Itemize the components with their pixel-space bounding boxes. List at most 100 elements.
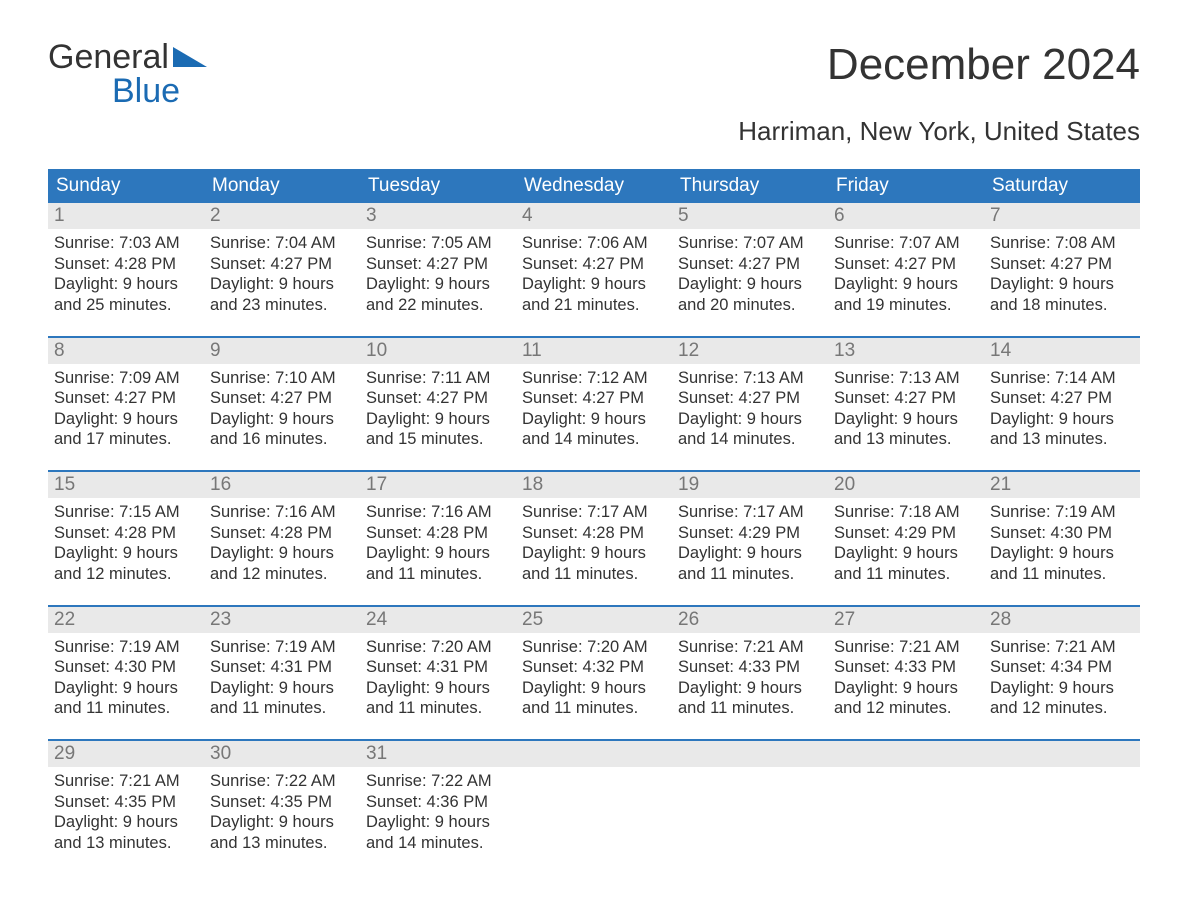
day-number: 3 [360, 203, 516, 229]
daylight-text-1: Daylight: 9 hours [54, 543, 198, 564]
sunset-text: Sunset: 4:27 PM [522, 254, 666, 275]
day-content: Sunrise: 7:17 AMSunset: 4:29 PMDaylight:… [672, 498, 828, 585]
day-content: Sunrise: 7:07 AMSunset: 4:27 PMDaylight:… [672, 229, 828, 316]
day-number: 1 [48, 203, 204, 229]
day-number: 12 [672, 338, 828, 364]
daylight-text-2: and 15 minutes. [366, 429, 510, 450]
logo: General Blue [48, 40, 207, 108]
sunset-text: Sunset: 4:27 PM [834, 254, 978, 275]
day-number: 21 [984, 472, 1140, 498]
day-content: Sunrise: 7:21 AMSunset: 4:33 PMDaylight:… [672, 633, 828, 720]
daylight-text-1: Daylight: 9 hours [54, 274, 198, 295]
daylight-text-1: Daylight: 9 hours [366, 678, 510, 699]
calendar-day [984, 741, 1140, 862]
calendar-day [516, 741, 672, 862]
day-number: 6 [828, 203, 984, 229]
daylight-text-1: Daylight: 9 hours [834, 678, 978, 699]
daylight-text-1: Daylight: 9 hours [678, 274, 822, 295]
sunrise-text: Sunrise: 7:16 AM [366, 502, 510, 523]
daylight-text-2: and 20 minutes. [678, 295, 822, 316]
daylight-text-2: and 11 minutes. [990, 564, 1134, 585]
calendar-day: 9Sunrise: 7:10 AMSunset: 4:27 PMDaylight… [204, 338, 360, 459]
sunset-text: Sunset: 4:35 PM [54, 792, 198, 813]
weekday-header: Thursday [672, 169, 828, 203]
day-content: Sunrise: 7:21 AMSunset: 4:33 PMDaylight:… [828, 633, 984, 720]
sunrise-text: Sunrise: 7:22 AM [210, 771, 354, 792]
day-number: 17 [360, 472, 516, 498]
day-content: Sunrise: 7:19 AMSunset: 4:31 PMDaylight:… [204, 633, 360, 720]
daylight-text-1: Daylight: 9 hours [54, 678, 198, 699]
daylight-text-1: Daylight: 9 hours [54, 409, 198, 430]
calendar-day: 5Sunrise: 7:07 AMSunset: 4:27 PMDaylight… [672, 203, 828, 324]
calendar-day: 11Sunrise: 7:12 AMSunset: 4:27 PMDayligh… [516, 338, 672, 459]
daylight-text-1: Daylight: 9 hours [990, 409, 1134, 430]
day-number [984, 741, 1140, 767]
daylight-text-1: Daylight: 9 hours [210, 409, 354, 430]
sunset-text: Sunset: 4:27 PM [990, 254, 1134, 275]
calendar-week: 22Sunrise: 7:19 AMSunset: 4:30 PMDayligh… [48, 605, 1140, 728]
daylight-text-2: and 11 minutes. [678, 698, 822, 719]
daylight-text-1: Daylight: 9 hours [210, 274, 354, 295]
daylight-text-2: and 12 minutes. [54, 564, 198, 585]
sunset-text: Sunset: 4:33 PM [678, 657, 822, 678]
daylight-text-1: Daylight: 9 hours [990, 543, 1134, 564]
day-number: 13 [828, 338, 984, 364]
sunset-text: Sunset: 4:28 PM [54, 254, 198, 275]
calendar-day: 15Sunrise: 7:15 AMSunset: 4:28 PMDayligh… [48, 472, 204, 593]
daylight-text-2: and 14 minutes. [366, 833, 510, 854]
weekday-header: Monday [204, 169, 360, 203]
sunset-text: Sunset: 4:27 PM [834, 388, 978, 409]
daylight-text-1: Daylight: 9 hours [834, 409, 978, 430]
calendar-day: 2Sunrise: 7:04 AMSunset: 4:27 PMDaylight… [204, 203, 360, 324]
sunrise-text: Sunrise: 7:21 AM [990, 637, 1134, 658]
calendar-day [672, 741, 828, 862]
daylight-text-2: and 14 minutes. [522, 429, 666, 450]
calendar-day: 1Sunrise: 7:03 AMSunset: 4:28 PMDaylight… [48, 203, 204, 324]
day-number: 19 [672, 472, 828, 498]
sunset-text: Sunset: 4:30 PM [990, 523, 1134, 544]
day-number: 23 [204, 607, 360, 633]
calendar-day: 24Sunrise: 7:20 AMSunset: 4:31 PMDayligh… [360, 607, 516, 728]
day-number: 16 [204, 472, 360, 498]
calendar-day: 17Sunrise: 7:16 AMSunset: 4:28 PMDayligh… [360, 472, 516, 593]
daylight-text-2: and 11 minutes. [366, 564, 510, 585]
sunrise-text: Sunrise: 7:22 AM [366, 771, 510, 792]
daylight-text-2: and 19 minutes. [834, 295, 978, 316]
sunrise-text: Sunrise: 7:09 AM [54, 368, 198, 389]
logo-mark-icon [173, 47, 207, 67]
sunrise-text: Sunrise: 7:21 AM [54, 771, 198, 792]
sunrise-text: Sunrise: 7:07 AM [678, 233, 822, 254]
day-content: Sunrise: 7:21 AMSunset: 4:35 PMDaylight:… [48, 767, 204, 854]
logo-word-1: General [48, 40, 169, 74]
sunset-text: Sunset: 4:34 PM [990, 657, 1134, 678]
sunset-text: Sunset: 4:31 PM [210, 657, 354, 678]
calendar-week: 15Sunrise: 7:15 AMSunset: 4:28 PMDayligh… [48, 470, 1140, 593]
sunset-text: Sunset: 4:27 PM [990, 388, 1134, 409]
sunset-text: Sunset: 4:30 PM [54, 657, 198, 678]
sunrise-text: Sunrise: 7:21 AM [678, 637, 822, 658]
day-number: 27 [828, 607, 984, 633]
weekday-header: Tuesday [360, 169, 516, 203]
calendar-day: 30Sunrise: 7:22 AMSunset: 4:35 PMDayligh… [204, 741, 360, 862]
calendar-day: 28Sunrise: 7:21 AMSunset: 4:34 PMDayligh… [984, 607, 1140, 728]
weeks-container: 1Sunrise: 7:03 AMSunset: 4:28 PMDaylight… [48, 203, 1140, 862]
daylight-text-1: Daylight: 9 hours [366, 409, 510, 430]
day-content: Sunrise: 7:15 AMSunset: 4:28 PMDaylight:… [48, 498, 204, 585]
day-number: 18 [516, 472, 672, 498]
daylight-text-1: Daylight: 9 hours [366, 543, 510, 564]
day-number: 2 [204, 203, 360, 229]
day-number [828, 741, 984, 767]
daylight-text-1: Daylight: 9 hours [990, 678, 1134, 699]
daylight-text-1: Daylight: 9 hours [522, 678, 666, 699]
day-content: Sunrise: 7:12 AMSunset: 4:27 PMDaylight:… [516, 364, 672, 451]
sunrise-text: Sunrise: 7:11 AM [366, 368, 510, 389]
calendar-day: 25Sunrise: 7:20 AMSunset: 4:32 PMDayligh… [516, 607, 672, 728]
day-content: Sunrise: 7:18 AMSunset: 4:29 PMDaylight:… [828, 498, 984, 585]
sunrise-text: Sunrise: 7:12 AM [522, 368, 666, 389]
daylight-text-1: Daylight: 9 hours [54, 812, 198, 833]
calendar-week: 1Sunrise: 7:03 AMSunset: 4:28 PMDaylight… [48, 203, 1140, 324]
daylight-text-2: and 11 minutes. [522, 564, 666, 585]
daylight-text-1: Daylight: 9 hours [834, 274, 978, 295]
logo-line-1: General [48, 40, 207, 74]
day-content: Sunrise: 7:22 AMSunset: 4:35 PMDaylight:… [204, 767, 360, 854]
